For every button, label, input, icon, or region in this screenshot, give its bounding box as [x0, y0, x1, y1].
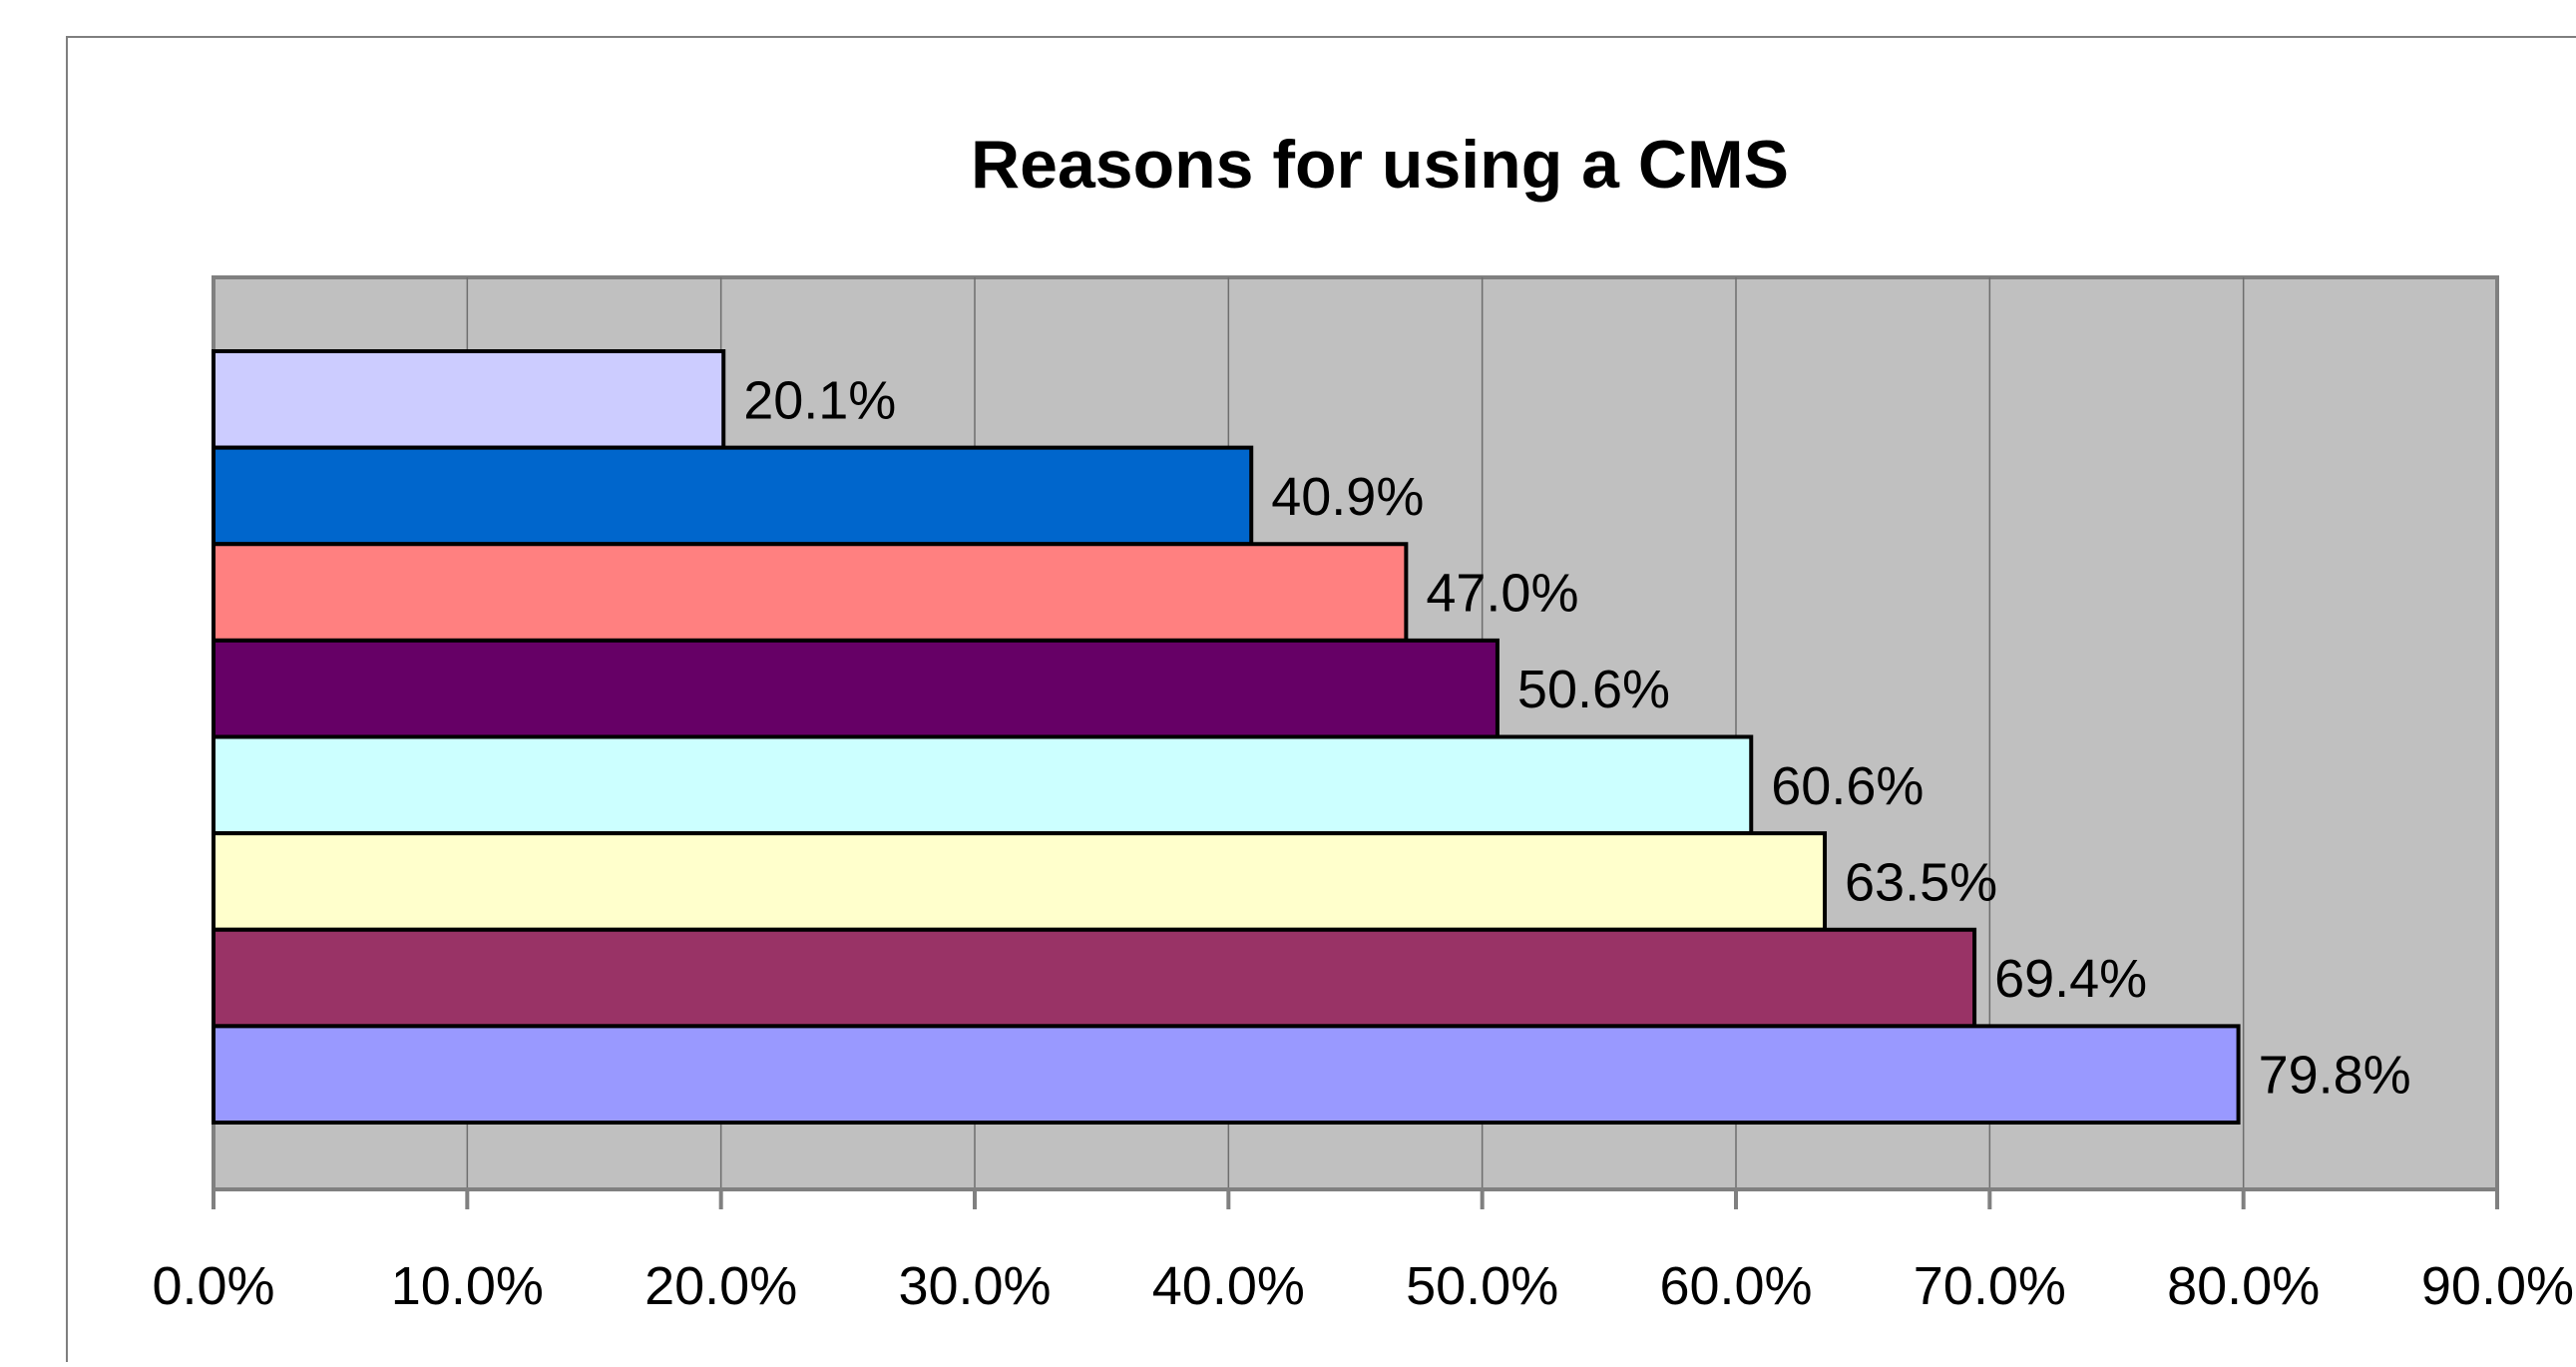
bar [212, 638, 1500, 739]
x-tick-label: 40.0% [1152, 1256, 1305, 1316]
x-axis: 0.0% 10.0% 20.0% 30.0% 40.0% 50.0% 60.0% 70.0% 8… [152, 1187, 2574, 1316]
bar [212, 734, 1754, 836]
bar [212, 445, 1254, 547]
data-label: 20.1% [743, 370, 896, 430]
chart-title: Reasons for using a CMS [971, 127, 1789, 203]
x-tick-label: 70.0% [1914, 1256, 2066, 1316]
data-label: 40.9% [1271, 467, 1424, 527]
data-label: 47.0% [1426, 564, 1578, 624]
data-label: 60.6% [1771, 756, 1924, 816]
x-tick-label: 60.0% [1659, 1256, 1812, 1316]
bar [212, 831, 1828, 932]
x-tick-label: 50.0% [1406, 1256, 1558, 1316]
data-labels: 20.1% 40.9%47.0% 50.6% 60.6% 63.5% 69.4% 79.8% [743, 370, 2410, 1105]
x-tick-label: 90.0% [2421, 1256, 2574, 1316]
data-label: 79.8% [2259, 1046, 2411, 1106]
x-tick-label: 0.0% [152, 1256, 274, 1316]
bar [212, 542, 1409, 643]
bar [212, 927, 1977, 1029]
bar [212, 349, 726, 450]
x-tick-label: 10.0% [391, 1256, 544, 1316]
data-label: 69.4% [1994, 949, 2147, 1009]
x-tick-label: 20.0% [644, 1256, 797, 1316]
x-tick-label: 80.0% [2167, 1256, 2320, 1316]
bar [212, 1024, 2241, 1125]
x-tick-label: 30.0% [898, 1256, 1051, 1316]
data-label: 63.5% [1845, 852, 1997, 912]
bars [212, 349, 2241, 1125]
data-label: 50.6% [1517, 660, 1670, 719]
